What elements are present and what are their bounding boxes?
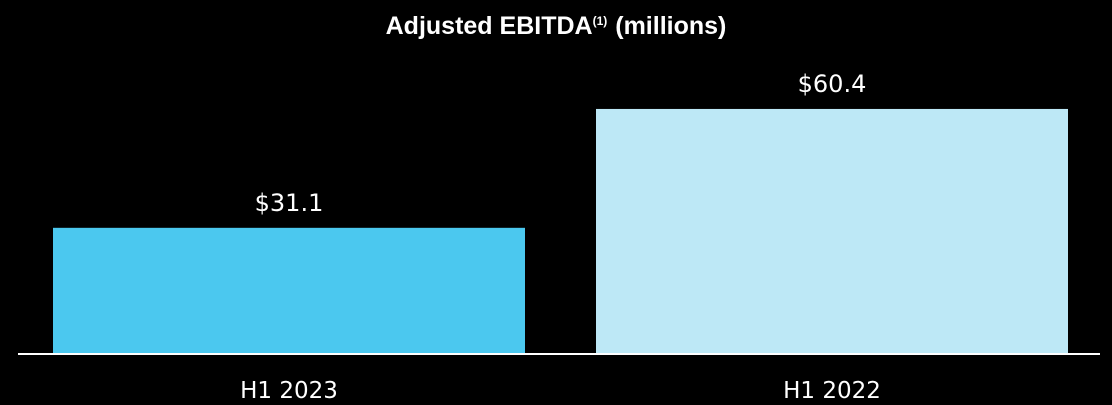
bar-h1-2022 [596, 108, 1068, 354]
chart-title-suffix: (millions) [615, 12, 726, 40]
bar-h1-2023 [53, 227, 525, 354]
chart-title: Adjusted EBITDA(1) (millions) [386, 12, 727, 40]
x-tick-label-h1-2022: H1 2022 [783, 378, 881, 404]
data-label-h1-2023: $31.1 [255, 189, 324, 217]
data-label-h1-2022: $60.4 [798, 70, 867, 98]
labels-layer: $31.1 H1 2023 $60.4 H1 2022 [240, 70, 881, 404]
chart-title-main: Adjusted EBITDA [386, 12, 593, 40]
chart-title-superscript: (1) [593, 14, 608, 28]
bars-layer [53, 108, 1068, 354]
x-tick-label-h1-2023: H1 2023 [240, 378, 338, 404]
